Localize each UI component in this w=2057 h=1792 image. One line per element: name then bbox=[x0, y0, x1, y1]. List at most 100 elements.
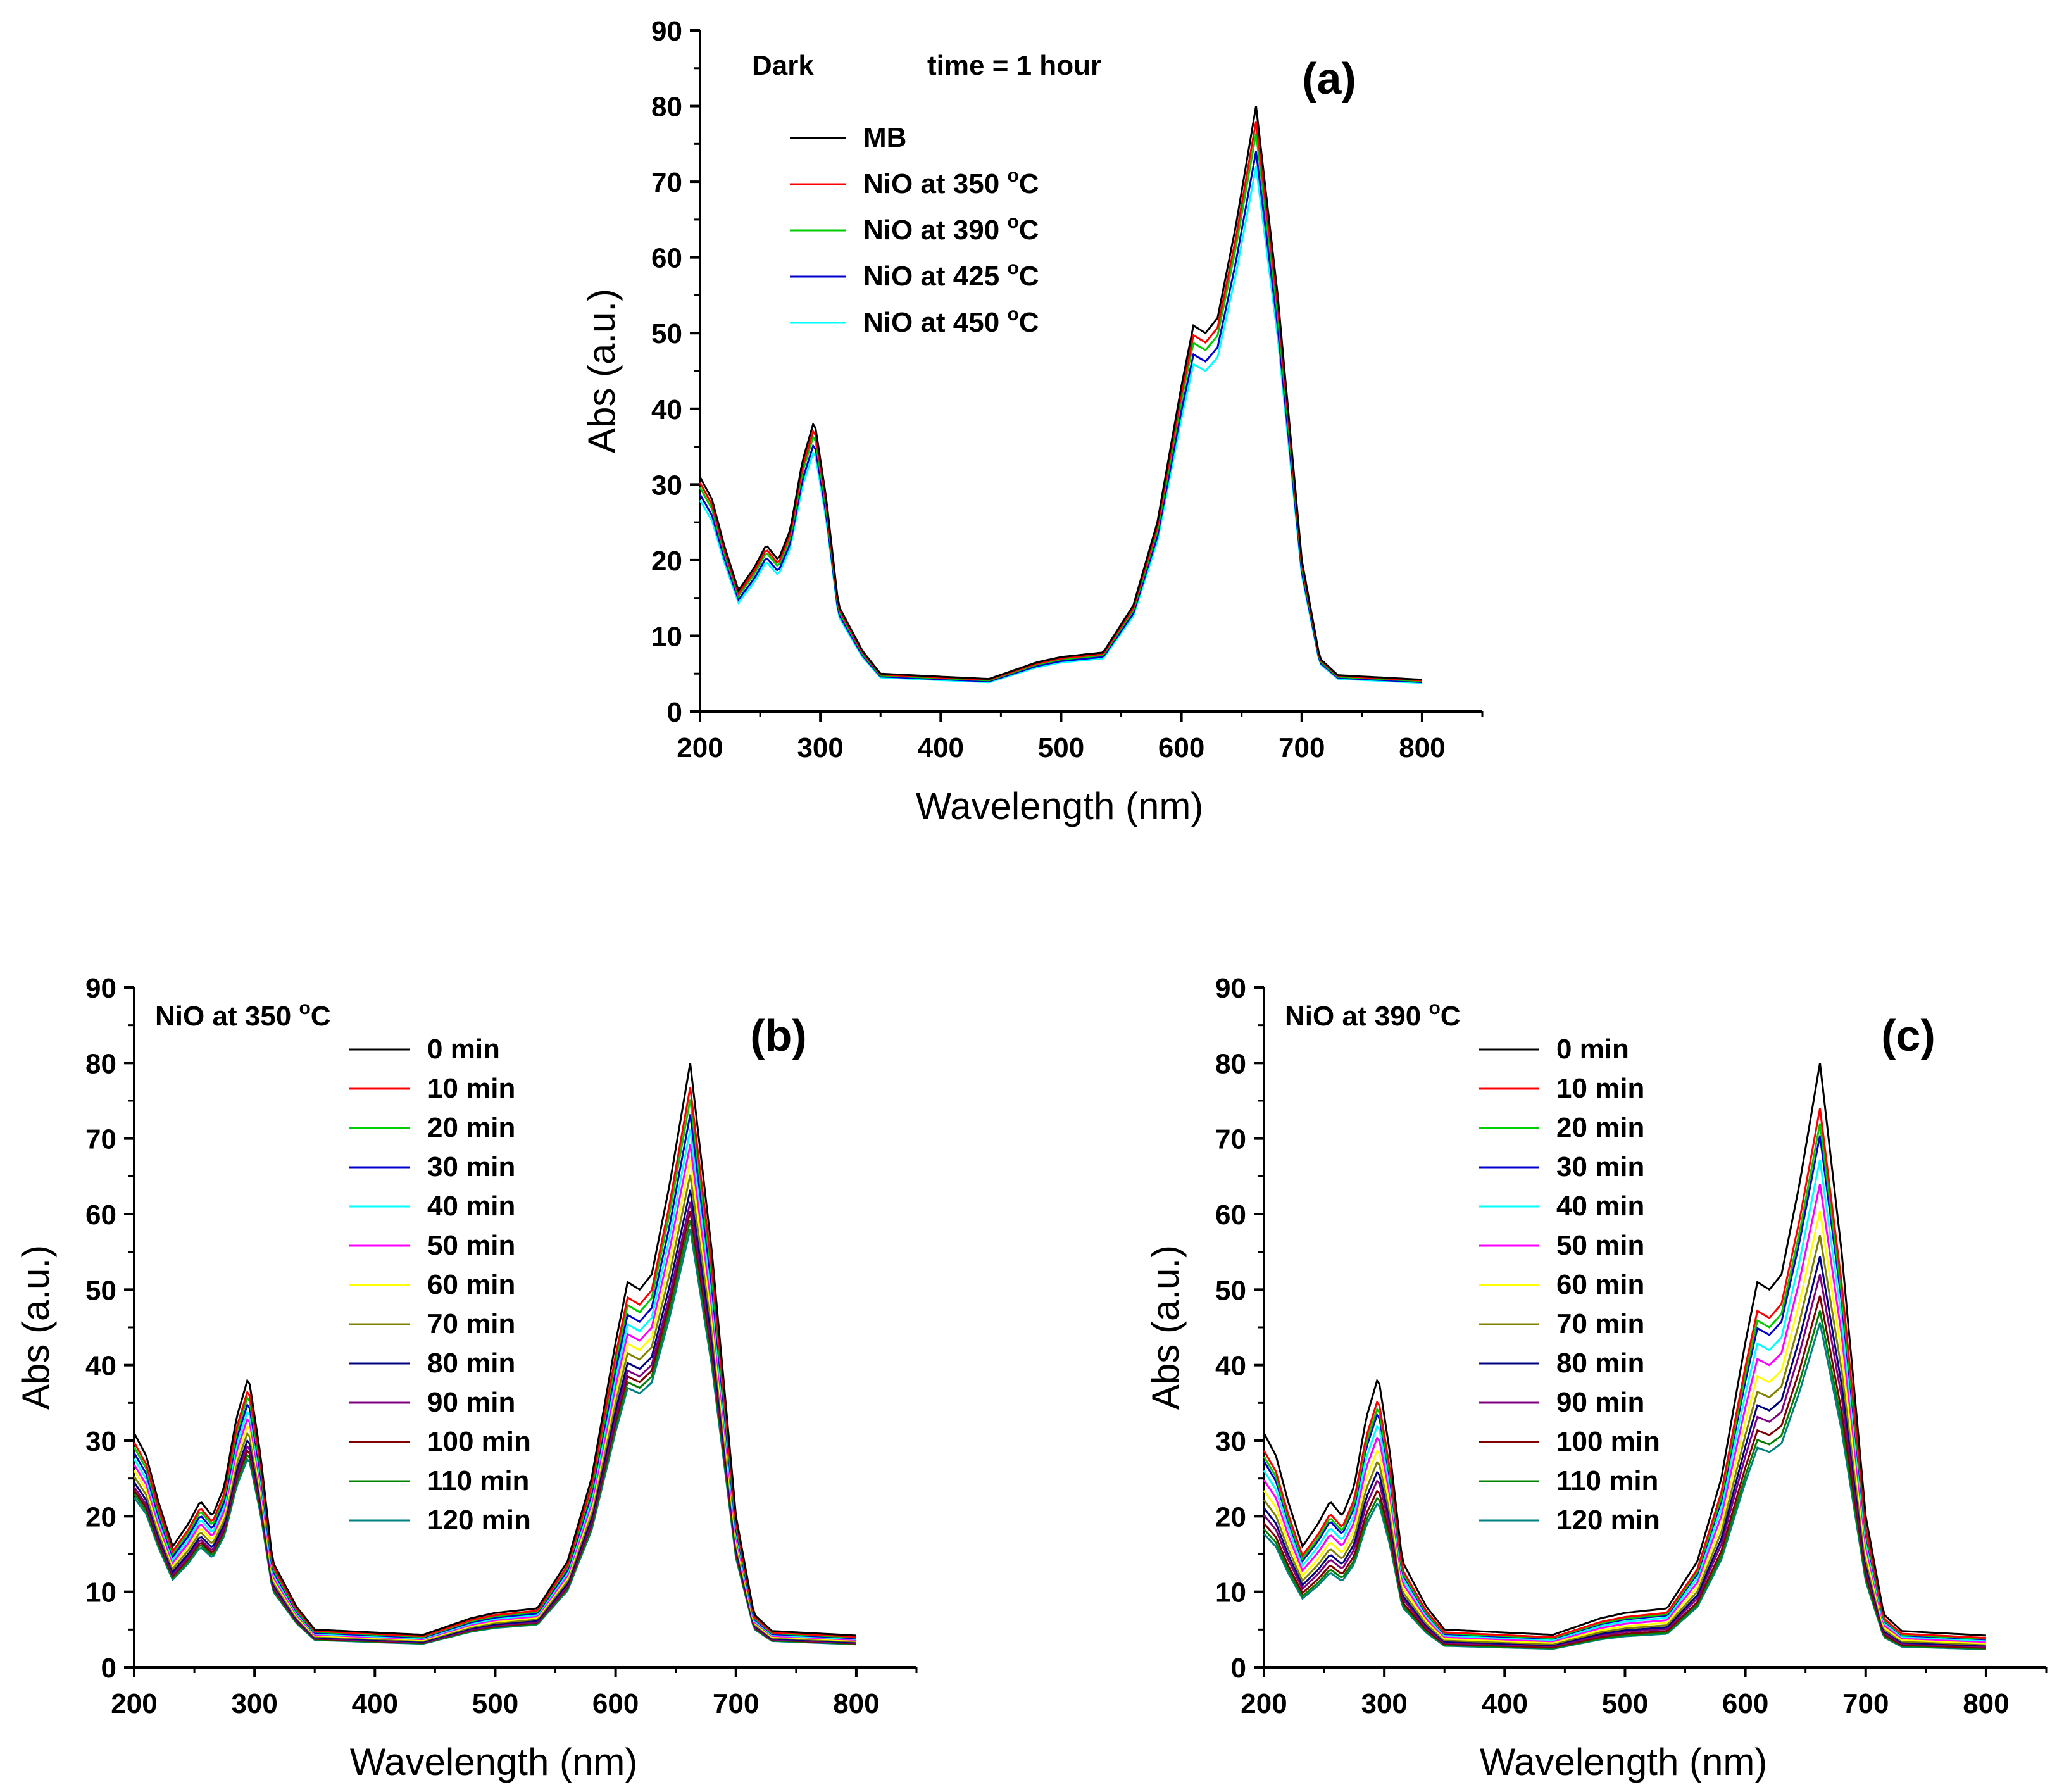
series-group bbox=[699, 106, 1422, 684]
y-tick-label: 0 bbox=[101, 1653, 116, 1684]
y-tick-label: 60 bbox=[651, 243, 682, 274]
legend-label: 50 min bbox=[427, 1230, 515, 1261]
y-tick-label: 10 bbox=[85, 1577, 116, 1608]
legend-label: 30 min bbox=[427, 1151, 515, 1182]
legend-label: 40 min bbox=[427, 1191, 515, 1222]
series-line bbox=[1263, 1108, 1986, 1639]
y-tick-label: 70 bbox=[85, 1124, 116, 1155]
y-axis-label: Abs (a.u.) bbox=[580, 289, 623, 453]
y-tick-label: 90 bbox=[1215, 973, 1246, 1004]
y-tick-label: 70 bbox=[1215, 1124, 1246, 1155]
legend-label: 70 min bbox=[1556, 1308, 1644, 1339]
series-line bbox=[1263, 1256, 1986, 1647]
x-tick-label: 700 bbox=[1842, 1688, 1889, 1719]
x-tick-label: 600 bbox=[1722, 1688, 1768, 1719]
series-group bbox=[133, 1063, 856, 1646]
legend-label: NiO at 390 oC bbox=[863, 211, 1039, 246]
chart-annotation-time: time = 1 hour bbox=[927, 50, 1101, 81]
legend-label: 70 min bbox=[427, 1308, 515, 1339]
legend-label: 90 min bbox=[427, 1387, 515, 1418]
series-line bbox=[1263, 1183, 1986, 1643]
y-tick-label: 90 bbox=[651, 16, 682, 47]
y-tick-label: 80 bbox=[651, 92, 682, 123]
x-tick-label: 400 bbox=[352, 1688, 398, 1719]
series-line bbox=[699, 121, 1422, 682]
x-tick-label: 700 bbox=[713, 1688, 759, 1719]
legend-label: 120 min bbox=[427, 1505, 531, 1536]
y-tick-label: 0 bbox=[667, 697, 682, 728]
series-line bbox=[1263, 1159, 1986, 1642]
legend-label: 110 min bbox=[1556, 1465, 1658, 1496]
chart-annotation: Dark bbox=[752, 50, 814, 81]
series-line bbox=[1263, 1235, 1986, 1646]
legend-label: MB bbox=[863, 122, 906, 153]
x-tick-label: 300 bbox=[231, 1688, 277, 1719]
legend: MB NiO at 350 oC NiO at 390 oC NiO at 425 o… bbox=[790, 122, 1039, 338]
y-tick-label: 20 bbox=[651, 546, 682, 577]
legend-label: 10 min bbox=[427, 1073, 515, 1104]
series-line bbox=[699, 106, 1422, 681]
y-tick-label: 10 bbox=[1215, 1577, 1246, 1608]
legend-label: 10 min bbox=[1556, 1073, 1644, 1104]
x-tick-label: 200 bbox=[111, 1688, 157, 1719]
legend-label: 80 min bbox=[427, 1348, 515, 1379]
x-tick-label: 300 bbox=[797, 732, 843, 763]
chart-c: 0 10 20 30 40 50 60 70 80 90 200 300 400 500 600 700 800… bbox=[1144, 973, 2048, 1783]
x-tick-label: 400 bbox=[918, 732, 964, 763]
x-axis-label: Wavelength (nm) bbox=[350, 1741, 638, 1783]
y-tick-label: 40 bbox=[85, 1351, 116, 1382]
panel-label: (c) bbox=[1881, 1011, 1935, 1060]
x-tick-label: 600 bbox=[1158, 732, 1204, 763]
x-tick-label: 500 bbox=[472, 1688, 518, 1719]
legend-label: 120 min bbox=[1556, 1505, 1660, 1536]
panel-label: (b) bbox=[750, 1011, 806, 1060]
y-tick-label: 70 bbox=[651, 167, 682, 198]
series-line bbox=[699, 166, 1422, 684]
y-tick-label: 10 bbox=[651, 621, 682, 652]
y-tick-label: 50 bbox=[85, 1275, 116, 1306]
series-line bbox=[1263, 1063, 1986, 1637]
y-tick-label: 20 bbox=[85, 1501, 116, 1532]
legend-label: 100 min bbox=[427, 1426, 531, 1457]
x-tick-label: 500 bbox=[1038, 732, 1084, 763]
series-line bbox=[1263, 1210, 1986, 1645]
legend-label: 30 min bbox=[1556, 1151, 1644, 1182]
chart-annotation: NiO at 350 oC bbox=[155, 998, 331, 1032]
x-tick-label: 600 bbox=[592, 1688, 639, 1719]
x-tick-label: 500 bbox=[1602, 1688, 1648, 1719]
y-tick-label: 60 bbox=[1215, 1200, 1246, 1231]
legend-label: 110 min bbox=[427, 1465, 529, 1496]
series-line bbox=[699, 133, 1422, 682]
y-tick-label: 90 bbox=[85, 973, 116, 1004]
y-tick-label: 20 bbox=[1215, 1501, 1246, 1532]
x-axis-label: Wavelength (nm) bbox=[1480, 1741, 1768, 1783]
legend-label: 60 min bbox=[427, 1269, 515, 1300]
x-tick-label: 300 bbox=[1361, 1688, 1407, 1719]
chart-annotation: NiO at 390 oC bbox=[1285, 998, 1461, 1032]
y-tick-label: 50 bbox=[1215, 1275, 1246, 1306]
x-tick-label: 800 bbox=[1963, 1688, 2009, 1719]
y-tick-label: 50 bbox=[651, 318, 682, 349]
y-tick-label: 80 bbox=[85, 1048, 116, 1079]
legend: 0 min 10 min 20 min 30 min 40 min 50 min 60 mi… bbox=[349, 1034, 531, 1536]
y-tick-label: 60 bbox=[85, 1200, 116, 1231]
chart-b: 0 10 20 30 40 50 60 70 80 90 200 300 400 500 600 700 800… bbox=[15, 973, 918, 1783]
legend: 0 min 10 min 20 min 30 min 40 min 50 min 60 mi… bbox=[1479, 1034, 1660, 1536]
y-tick-label: 80 bbox=[1215, 1048, 1246, 1079]
legend-label: 60 min bbox=[1556, 1269, 1644, 1300]
x-tick-label: 400 bbox=[1482, 1688, 1528, 1719]
y-tick-label: 30 bbox=[1215, 1426, 1246, 1457]
x-tick-label: 200 bbox=[677, 732, 723, 763]
series-line bbox=[1263, 1295, 1986, 1649]
legend-label: 40 min bbox=[1556, 1191, 1644, 1222]
chart-a: 0 10 20 30 40 50 60 70 80 90 200 300 400 500 600 700 800… bbox=[580, 16, 1484, 827]
legend-label: 90 min bbox=[1556, 1387, 1644, 1418]
y-tick-label: 30 bbox=[85, 1426, 116, 1457]
x-axis-label: Wavelength (nm) bbox=[916, 785, 1204, 827]
legend-label: NiO at 350 oC bbox=[863, 165, 1039, 199]
y-tick-label: 40 bbox=[651, 394, 682, 425]
series-group bbox=[1263, 1063, 1986, 1650]
y-axis-label: Abs (a.u.) bbox=[15, 1245, 57, 1410]
y-axis-label: Abs (a.u.) bbox=[1144, 1245, 1187, 1410]
legend-label: 80 min bbox=[1556, 1348, 1644, 1379]
